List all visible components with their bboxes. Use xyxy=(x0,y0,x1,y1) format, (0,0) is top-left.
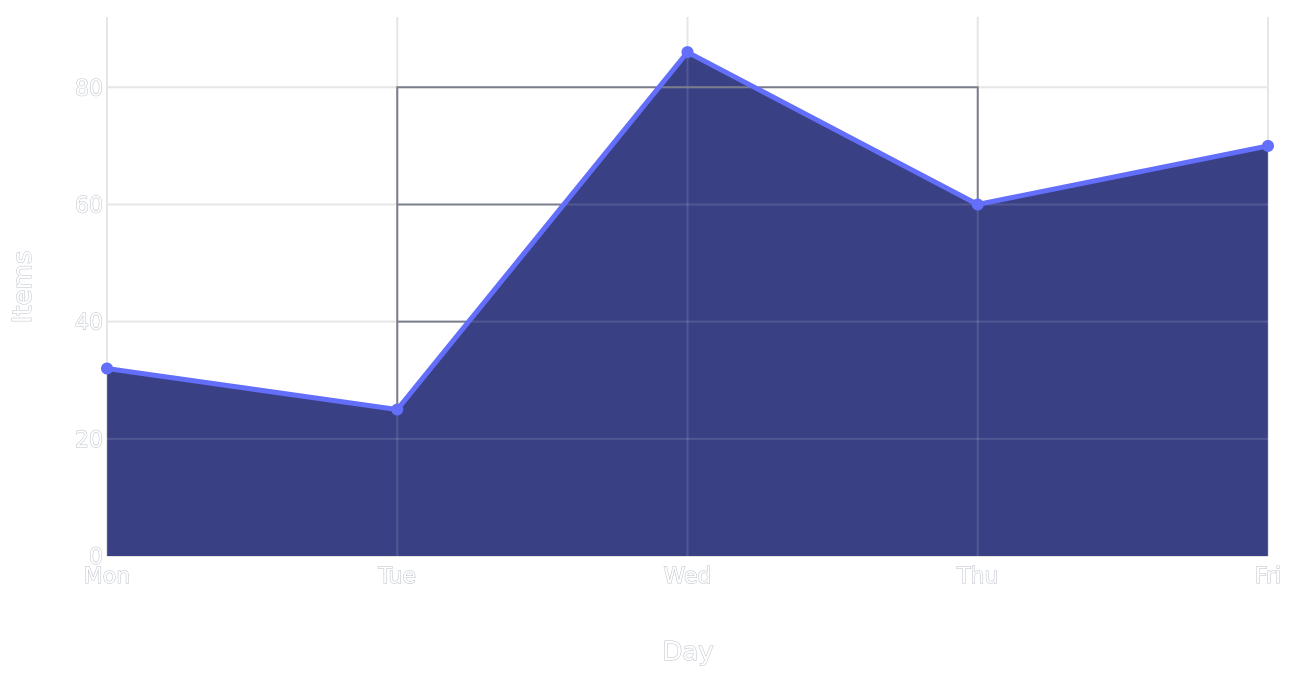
y-tick-label-80: 80 xyxy=(75,76,103,101)
y-axis-title: Items xyxy=(8,251,38,324)
y-tick-labels: 0 20 40 60 80 xyxy=(75,76,104,571)
x-tick-label-tue: Tue xyxy=(377,564,416,589)
data-point-tue xyxy=(391,403,404,416)
data-point-thu xyxy=(971,198,984,211)
data-point-mon xyxy=(101,362,113,375)
x-tick-label-fri: Fri xyxy=(1255,564,1281,589)
y-tick-label-20: 20 xyxy=(75,428,103,453)
area-fill xyxy=(107,52,1268,557)
annotation-outline xyxy=(396,86,979,410)
x-tick-label-thu: Thu xyxy=(956,564,998,589)
data-points xyxy=(101,46,1274,416)
x-tick-labels: Mon Tue Wed Thu Fri xyxy=(83,564,1281,590)
x-tick-label-mon: Mon xyxy=(84,564,130,589)
annotation-steps xyxy=(396,86,979,410)
y-tick-label-40: 40 xyxy=(75,311,103,336)
y-tick-label-60: 60 xyxy=(75,193,103,218)
y-tick-label-0: 0 xyxy=(89,545,103,570)
area-series xyxy=(106,17,1269,557)
x-tick-label-wed: Wed xyxy=(664,564,712,589)
data-point-fri xyxy=(1262,139,1274,152)
x-axis-title: Day xyxy=(662,637,713,667)
data-point-wed xyxy=(681,46,694,59)
